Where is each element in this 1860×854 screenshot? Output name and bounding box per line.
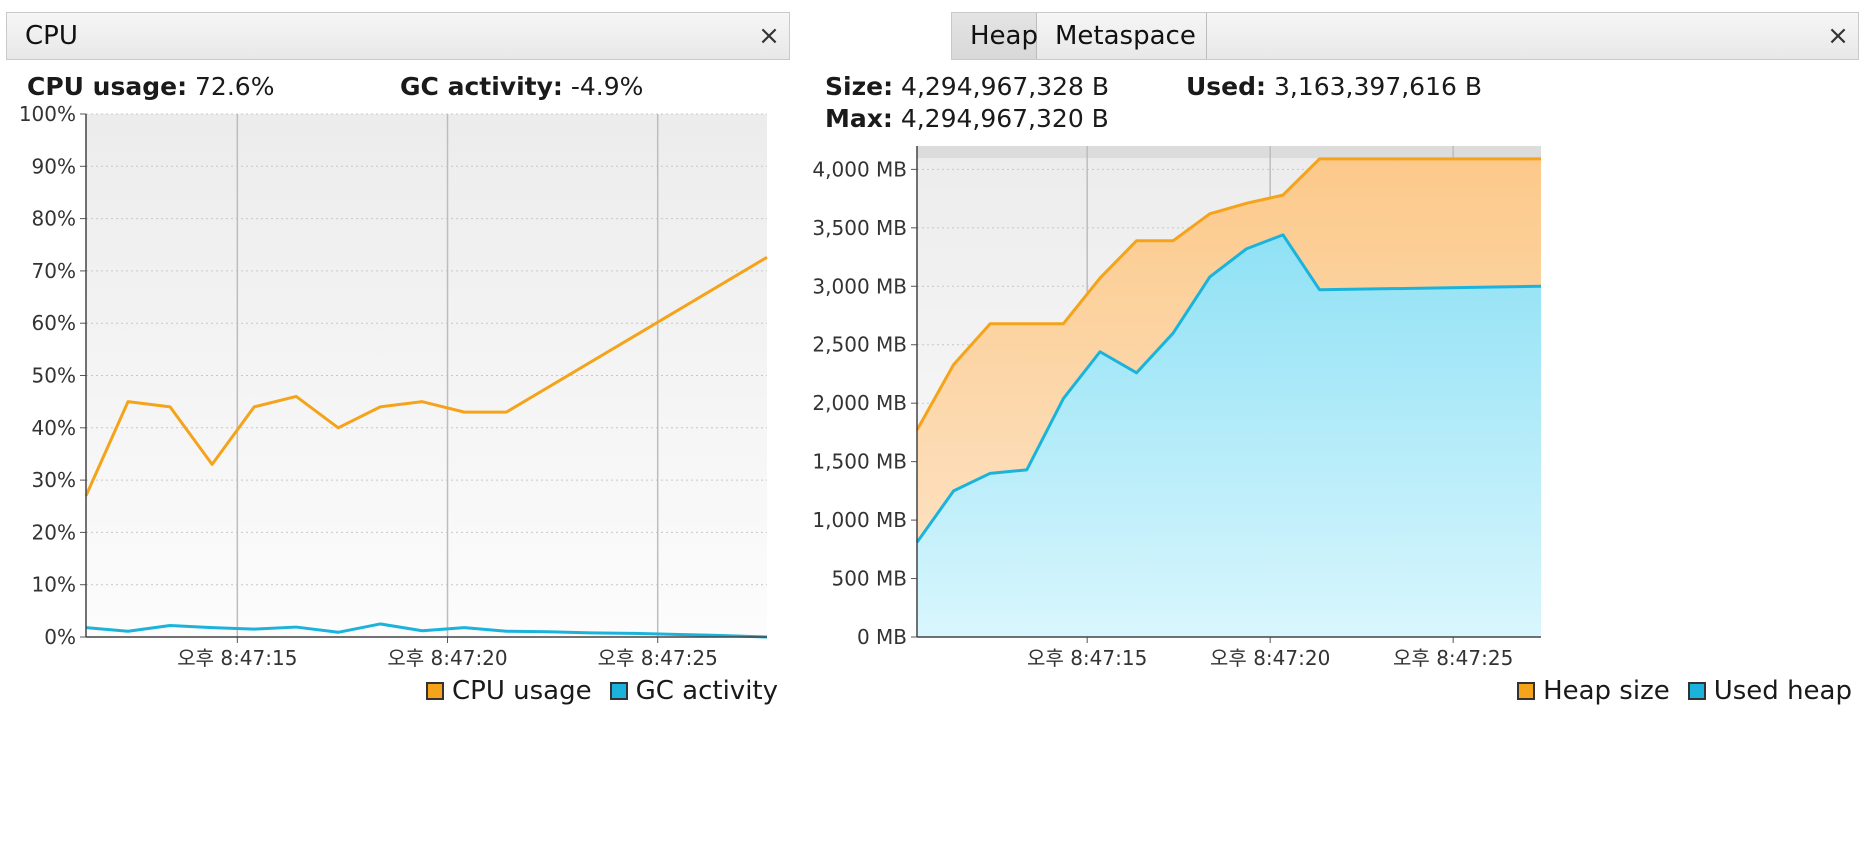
legend-swatch-cpu-usage — [426, 682, 444, 700]
legend-label-cpu-usage: CPU usage — [452, 676, 592, 706]
legend-item-used-heap: Used heap — [1687, 676, 1852, 706]
cpu-usage-label: CPU usage: — [27, 72, 188, 101]
heap-legend: Heap size Used heap — [1499, 676, 1852, 706]
x-tick-label: 오후 8:47:25 — [598, 646, 718, 670]
legend-swatch-used-heap — [1687, 682, 1706, 700]
tab-heap[interactable]: Heap — [952, 13, 1038, 59]
area-used-heap — [917, 234, 1541, 637]
legend-label-gc-activity: GC activity — [635, 676, 778, 706]
max-heap-band — [917, 146, 1541, 159]
heap-chart: 0 MB 500 MB 1,000 MB 1,500 MB 2,000 MB 2,500 … — [812, 146, 1542, 670]
x-tick-label: 오후 8:47:15 — [177, 646, 297, 670]
heap-tab-bar: Heap Metaspace × — [951, 12, 1859, 60]
y-tick-label: 2,000 MB — [812, 391, 907, 415]
tab-cpu[interactable]: CPU — [25, 21, 78, 51]
x-tick-label: 오후 8:47:20 — [1210, 646, 1330, 670]
y-tick-label: 1,000 MB — [812, 508, 907, 532]
legend-item-cpu-usage: CPU usage — [426, 676, 592, 706]
cpu-chart: 0% 10% 20% 30% 40% 50% 60% 70% 80% 90% 100% 오후 8:47… — [19, 102, 768, 670]
x-tick-label: 오후 8:47:15 — [1027, 646, 1147, 670]
tab-metaspace[interactable]: Metaspace — [1037, 13, 1207, 59]
y-tick-label: 4,000 MB — [812, 157, 907, 181]
y-tick-label: 20% — [32, 520, 76, 544]
y-tick-label: 1,500 MB — [812, 450, 907, 474]
gc-activity-label: GC activity: — [400, 72, 563, 101]
series-line-heap-size — [915, 157, 1541, 431]
y-tick-label: 80% — [32, 207, 76, 231]
x-tick-label: 오후 8:47:20 — [387, 646, 507, 670]
y-tick-label: 90% — [32, 154, 76, 178]
cpu-legend: CPU usage GC activity — [408, 676, 778, 706]
y-tick-label: 50% — [32, 364, 76, 388]
y-tick-label: 3,000 MB — [812, 274, 907, 298]
legend-swatch-heap-size — [1517, 682, 1536, 700]
y-tick-label: 40% — [32, 416, 76, 440]
y-tick-label: 2,500 MB — [812, 333, 907, 357]
gc-activity-value: -4.9% — [570, 72, 644, 101]
legend-item-heap-size: Heap size — [1517, 676, 1670, 706]
heap-size-value-row: Size: 4,294,967,328 B — [825, 72, 1109, 101]
legend-swatch-gc-activity — [609, 682, 628, 700]
y-tick-label: 3,500 MB — [812, 216, 907, 240]
cpu-usage-value: 72.6% — [195, 72, 275, 101]
heap-used-label: Used: — [1186, 72, 1267, 101]
y-tick-label: 0% — [44, 625, 76, 649]
heap-size-value: 4,294,967,328 B — [901, 72, 1110, 101]
cpu-tab-bar: CPU × — [6, 12, 790, 60]
legend-label-heap-size: Heap size — [1543, 676, 1670, 706]
y-tick-label: 500 MB — [831, 567, 907, 591]
close-icon[interactable]: × — [758, 21, 780, 51]
x-tick-label: 오후 8:47:25 — [1393, 646, 1513, 670]
y-tick-label: 100% — [19, 102, 76, 126]
heap-used-value-row: Used: 3,163,397,616 B — [1186, 72, 1482, 101]
heap-max-label: Max: — [825, 104, 893, 133]
heap-used-value: 3,163,397,616 B — [1273, 72, 1482, 101]
y-tick-label: 0 MB — [857, 625, 907, 649]
y-tick-label: 30% — [32, 468, 76, 492]
series-line-cpu-usage — [84, 256, 768, 497]
close-icon[interactable]: × — [1827, 21, 1849, 51]
cpu-panel: CPU × CPU usage: 72.6% GC activity: -4.9… — [6, 12, 790, 706]
legend-item-gc-activity: GC activity — [609, 676, 778, 706]
y-tick-label: 70% — [32, 259, 76, 283]
series-line-used-heap — [915, 233, 1542, 544]
y-tick-label: 10% — [32, 573, 76, 597]
heap-size-label: Size: — [825, 72, 894, 101]
series-line-gc-activity — [85, 622, 768, 639]
y-tick-label: 60% — [32, 311, 76, 335]
cpu-usage-stat: CPU usage: 72.6% — [27, 72, 274, 101]
gc-activity-stat: GC activity: -4.9% — [400, 72, 643, 101]
legend-label-used-heap: Used heap — [1713, 676, 1852, 706]
heap-max-value: 4,294,967,320 B — [900, 104, 1109, 133]
heap-panel: Heap Metaspace × — [950, 0, 1860, 854]
heap-max-value-row: Max: 4,294,967,320 B — [825, 104, 1109, 133]
